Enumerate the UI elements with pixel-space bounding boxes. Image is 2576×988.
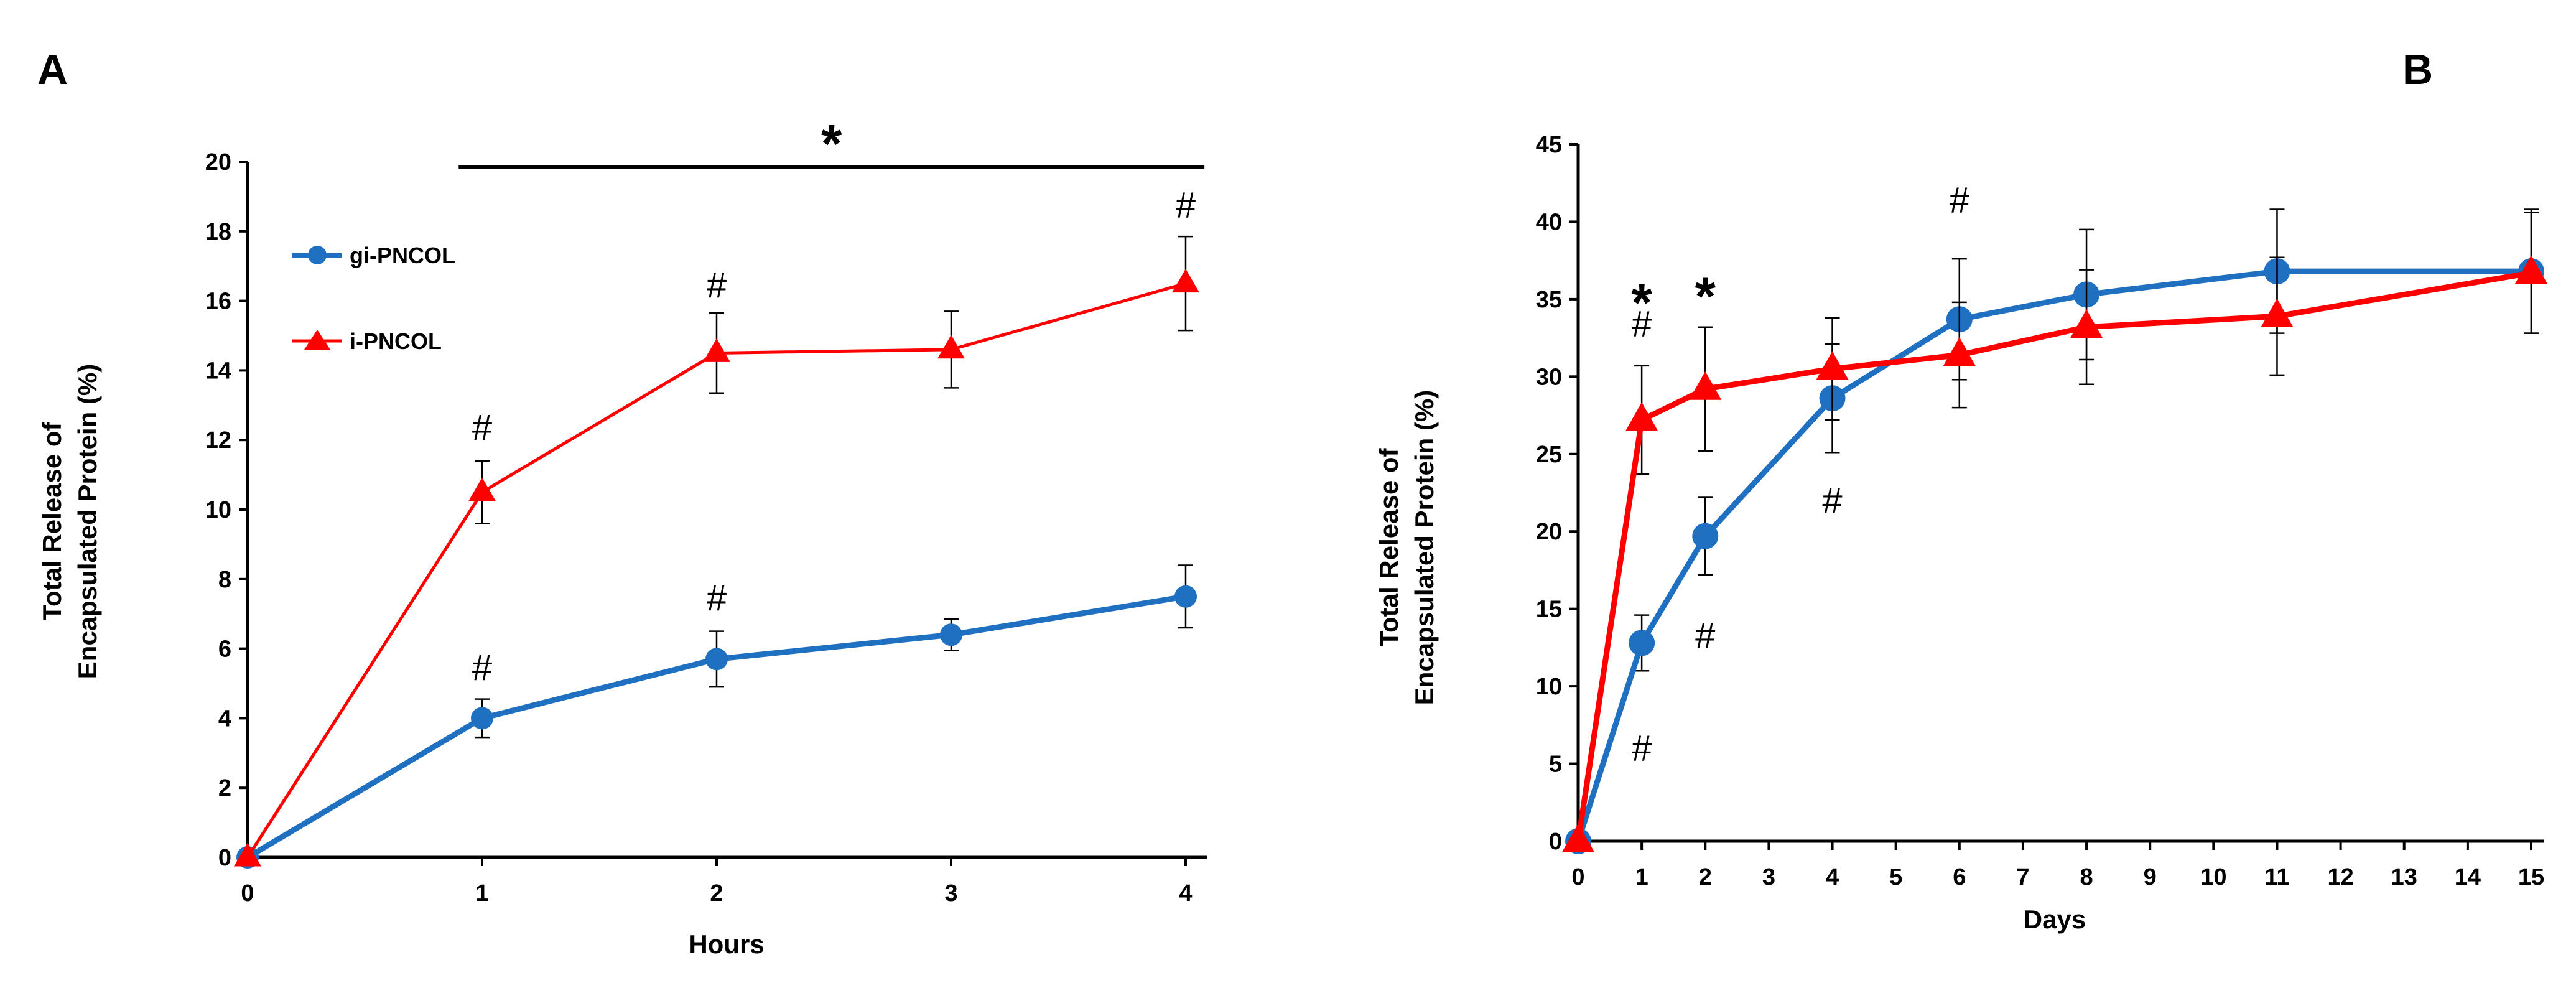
panel-a-annotation-hash: #: [1176, 185, 1196, 225]
panel-a-annotation-hash: #: [707, 265, 727, 305]
panel-b-annotation-hash: #: [1632, 304, 1652, 345]
panel-b-y-axis-label-line1: Total Release of: [1374, 448, 1403, 647]
panel-a-series-i-pncol-point: [937, 335, 965, 359]
panel-b-x-tick-label: 6: [1953, 864, 1966, 890]
panel-a-y-tick-label: 8: [218, 567, 231, 593]
panel-a-y-tick-label: 12: [205, 427, 231, 454]
panel-a-y-tick-label: 16: [205, 289, 231, 315]
panel-b-x-tick-label: 3: [1762, 864, 1775, 890]
panel-a-series-i-pncol-point: [703, 338, 730, 362]
panel-b-x-tick-label: 0: [1571, 864, 1584, 890]
panel-a-series-gi-pncol-point: [471, 707, 493, 730]
panel-b-y-tick-label: 5: [1549, 752, 1562, 778]
panel-b-y-axis-label-line2: Encapsulated Protein (%): [1410, 390, 1439, 705]
panel-b-significance-star: *: [1695, 267, 1716, 327]
panel-b-y-tick-label: 0: [1549, 829, 1562, 855]
panel-b-y-tick-label: 20: [1536, 519, 1562, 545]
panel-a-y-tick-label: 18: [205, 219, 231, 245]
panel-a-y-tick-label: 14: [205, 358, 231, 384]
panel-b-x-tick-label: 13: [2391, 864, 2417, 890]
panel-b-y-tick-label: 30: [1536, 364, 1562, 390]
panel-a-x-tick-label: 2: [710, 880, 723, 906]
panel-a-significance-star: *: [821, 114, 842, 174]
panel-b-x-tick-label: 15: [2518, 864, 2544, 890]
panel-b-x-tick-label: 9: [2144, 864, 2157, 890]
panel-a-series-gi-pncol-point: [940, 623, 962, 646]
panel-a-series-i-pncol-point: [1172, 269, 1199, 293]
panel-b-y-tick-label: 10: [1536, 674, 1562, 700]
panel-b-y-tick-label: 45: [1536, 132, 1562, 158]
panel-b-annotation-hash: #: [1822, 480, 1842, 521]
panel-a-x-tick-label: 3: [944, 880, 957, 906]
panel-a-y-tick-label: 4: [218, 706, 231, 732]
panel-b-series-i-pncol-point: [1562, 823, 1594, 852]
panel-b-x-tick-label: 14: [2455, 864, 2481, 890]
legend-item-i-pncol-label: i-PNCOL: [350, 329, 442, 354]
panel-b-x-tick-label: 5: [1889, 864, 1902, 890]
panel-b-annotation-hash: #: [1632, 729, 1652, 769]
panel-a-y-tick-label: 2: [218, 775, 231, 801]
panel-b-significance-star: *: [1631, 273, 1652, 333]
panel-b-x-axis-label: Days: [2024, 905, 2086, 934]
panel-a-x-tick-label: 0: [241, 880, 254, 906]
panel-b-series-gi-pncol-point: [1629, 630, 1655, 656]
panel-b-series-i-pncol-point: [1689, 371, 1722, 400]
panel-b-x-tick-label: 1: [1635, 864, 1648, 890]
panel-b-x-tick-label: 10: [2200, 864, 2226, 890]
panel-b-series-i-pncol-line: [1575, 270, 2532, 842]
panel-a-series-i-pncol-point: [468, 477, 496, 501]
panel-b-series-gi-pncol-point: [1692, 523, 1719, 549]
legend-item-gi-pncol-marker: [308, 246, 327, 264]
panel-b-y-tick-label: 15: [1536, 597, 1562, 623]
panel-b-series-i-pncol-point: [1625, 402, 1658, 431]
panel-b-series-i-pncol-point: [2515, 255, 2547, 284]
panel-b-x-tick-label: 7: [2016, 864, 2029, 890]
panel-b-series-gi-pncol-line: [1575, 268, 2531, 842]
legend-item-gi-pncol-label: gi-PNCOL: [350, 243, 455, 268]
panel-a-annotation-hash: #: [707, 578, 727, 618]
panel-a-series-gi-pncol-point: [705, 648, 728, 671]
panel-b-y-tick-label: 40: [1536, 209, 1562, 235]
panel-a-x-tick-label: 4: [1179, 880, 1192, 906]
panel-b-x-tick-label: 4: [1826, 864, 1839, 890]
legend-item-i-pncol-marker: [304, 330, 330, 350]
panel-b-series-i-pncol-point: [1943, 337, 1976, 366]
panel-b-annotation-hash: #: [1695, 615, 1715, 656]
panel-b-x-tick-label: 11: [2264, 864, 2289, 890]
panel-a-y-axis-label-line2: Encapsulated Protein (%): [73, 364, 102, 679]
panel-b-x-tick-label: 8: [2080, 864, 2093, 890]
panel-b-letter: B: [2402, 46, 2433, 93]
panel-a-series-i-pncol-point: [234, 842, 261, 867]
panel-b-series-i-pncol-point: [2261, 298, 2294, 327]
panel-a-y-tick-label: 6: [218, 636, 231, 663]
panel-a-x-axis-label: Hours: [689, 930, 764, 959]
panel-a-x-tick-label: 1: [475, 880, 488, 906]
panel-b-y-tick-label: 25: [1536, 442, 1562, 468]
panel-a-y-tick-label: 0: [218, 845, 231, 871]
panel-b-x-tick-label: 2: [1699, 864, 1712, 890]
panel-a-y-tick-label: 10: [205, 497, 231, 523]
panel-b-y-tick-label: 35: [1536, 287, 1562, 313]
panel-a-y-tick-label: 20: [205, 149, 231, 175]
panel-a-annotation-hash: #: [472, 408, 492, 448]
panel-b-annotation-hash: #: [1950, 180, 1969, 221]
panel-b-series-i-pncol-point: [2070, 309, 2103, 338]
panel-a-annotation-hash: #: [472, 648, 492, 688]
panel-a-y-axis-label-line1: Total Release of: [37, 422, 67, 621]
panel-a-series-gi-pncol-point: [1174, 585, 1197, 608]
panel-b-x-tick-label: 12: [2327, 864, 2353, 890]
panel-a-letter: A: [37, 46, 68, 93]
panel-b-series-i-pncol-point: [1816, 351, 1849, 380]
